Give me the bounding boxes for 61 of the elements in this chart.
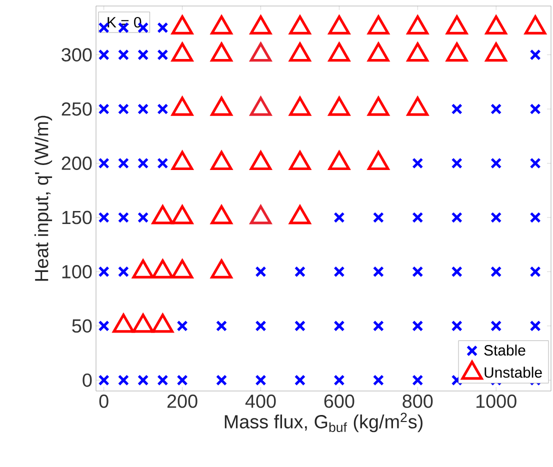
point — [210, 96, 232, 116]
x-tick-label: 600 — [324, 394, 354, 408]
point — [210, 259, 232, 279]
point — [152, 314, 174, 333]
point — [250, 15, 272, 34]
y-tick-label: 150 — [62, 210, 92, 224]
point — [210, 205, 232, 224]
point — [485, 42, 507, 62]
x-tick-label: 0 — [99, 394, 108, 408]
y-tick-label: 100 — [62, 265, 92, 278]
point — [171, 96, 194, 116]
point — [328, 15, 350, 34]
point — [250, 205, 272, 224]
point — [289, 96, 311, 116]
point — [210, 42, 232, 62]
point — [210, 150, 232, 170]
point — [250, 150, 272, 170]
point — [289, 15, 311, 34]
x-axis-title: Mass flux, G$_{buf}$ (kg/m$^{2}$s) — [224, 412, 422, 432]
point — [152, 205, 174, 224]
point — [289, 205, 311, 224]
x-tick-label: 400 — [245, 394, 276, 408]
point — [406, 15, 428, 34]
point — [250, 42, 272, 62]
point — [406, 42, 428, 62]
point — [368, 96, 390, 116]
y-tick-label: 300 — [62, 48, 92, 62]
y-tick-label: 50 — [72, 319, 92, 333]
x-tick-label: 800 — [402, 394, 433, 408]
point — [171, 15, 194, 34]
point — [171, 42, 194, 62]
x-tick-label: 200 — [167, 394, 198, 408]
y-tick-label: 250 — [62, 102, 92, 116]
point — [171, 150, 194, 170]
y-axis-title: Heat input, q' (W/m) — [34, 116, 52, 281]
point — [112, 314, 134, 333]
point — [250, 96, 272, 116]
point — [368, 42, 390, 62]
point — [368, 15, 390, 34]
point — [328, 150, 350, 170]
point — [289, 150, 311, 170]
point — [171, 205, 194, 224]
point — [210, 15, 232, 34]
point — [171, 259, 194, 279]
x-tick-label: 1000 — [476, 394, 516, 408]
y-tick-label: 0 — [82, 373, 92, 387]
point — [152, 259, 174, 279]
point — [446, 42, 468, 62]
point — [406, 96, 428, 116]
point — [328, 42, 350, 62]
point — [368, 150, 390, 170]
legend-label: Unstable — [484, 366, 542, 378]
point — [328, 96, 350, 116]
point — [289, 42, 311, 62]
point — [524, 15, 546, 34]
point — [132, 314, 154, 333]
point — [485, 15, 507, 34]
legend-label: Stable — [484, 344, 526, 356]
y-tick-label: 200 — [62, 156, 92, 170]
point — [446, 15, 468, 34]
point — [132, 259, 154, 279]
